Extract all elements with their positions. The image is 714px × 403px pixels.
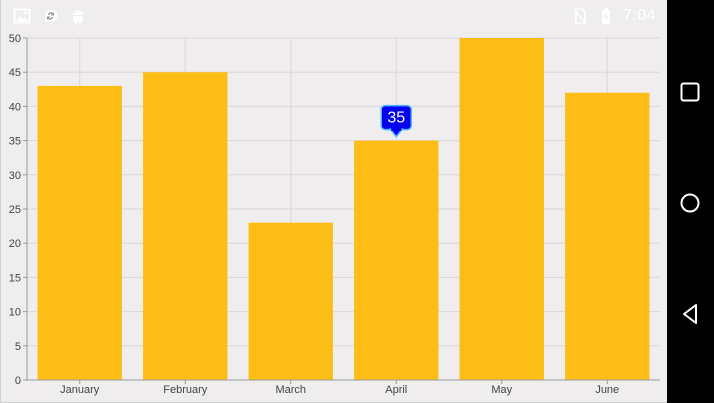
x-tick-label: June <box>595 384 619 396</box>
x-tick-label: May <box>491 384 512 396</box>
x-tick-label: January <box>60 384 100 396</box>
y-tick-label: 50 <box>9 33 21 45</box>
no-sim-icon <box>573 8 587 24</box>
status-bar: 7:04 <box>1 0 668 32</box>
android-icon <box>73 10 83 24</box>
x-tick-label: February <box>163 384 208 396</box>
image-icon <box>13 8 31 24</box>
bar-january[interactable] <box>37 85 122 380</box>
bar-may[interactable] <box>459 38 544 380</box>
sync-chat-icon <box>45 9 58 22</box>
y-tick-label: 0 <box>15 375 21 387</box>
home-circle-icon[interactable] <box>678 191 702 215</box>
y-tick-label: 15 <box>9 272 21 284</box>
back-triangle-icon[interactable] <box>678 302 702 326</box>
y-tick-label: 35 <box>9 136 21 148</box>
status-system-icons: 7:04 <box>571 6 656 26</box>
y-tick-label: 45 <box>9 67 21 79</box>
bar-june[interactable] <box>565 92 650 380</box>
y-tick-label: 40 <box>9 101 21 113</box>
y-tick-label: 25 <box>9 204 21 216</box>
bar-chart: 0 5 10 15 20 25 30 35 40 45 50 January February March… <box>9 33 660 396</box>
recents-square-icon[interactable] <box>678 80 702 104</box>
status-time: 7:04 <box>622 7 656 24</box>
y-tick-label: 20 <box>9 238 21 250</box>
app-area: 7:04 0 5 10 15 20 25 30 35 40 45 50 January February… <box>0 0 668 403</box>
y-tick-label: 30 <box>9 170 21 182</box>
y-tick-label: 5 <box>15 341 21 353</box>
tooltip-pointer-join <box>391 127 402 131</box>
bar-march[interactable] <box>248 222 333 380</box>
status-notification-icons <box>13 6 87 26</box>
bar-april[interactable] <box>354 140 439 380</box>
x-tick-label: March <box>275 384 306 396</box>
navigation-bar <box>667 0 714 403</box>
bar-february[interactable] <box>143 72 228 380</box>
chart-container: 0 5 10 15 20 25 30 35 40 45 50 January February March… <box>1 0 668 403</box>
x-tick-label: April <box>385 384 407 396</box>
battery-charging-icon <box>601 8 610 24</box>
tooltip-label: 35 <box>387 110 405 127</box>
y-tick-label: 10 <box>9 307 21 319</box>
data-tooltip: 35 <box>380 104 412 138</box>
